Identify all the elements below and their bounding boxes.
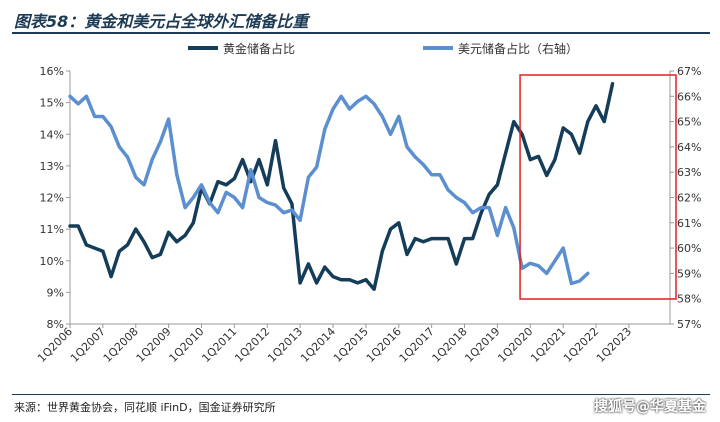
axes: 8% 9% 10% 11% 12% 13% 14% 15% 16% 57% 58% 59% 60% 61%… [35,65,701,365]
x-tick-label: 1Q2021 [528,325,568,365]
left-tick-label: 16% [40,65,64,78]
left-tick-label: 13% [40,160,64,173]
chart-title: 图表58：黄金和美元占全球外汇储备比重 [14,12,309,31]
legend-label: 黄金储备占比 [223,41,295,56]
source-note: 来源：世界黄金协会，同花顺 iFinD，国金证券研究所 [14,401,276,414]
left-tick-label: 11% [40,223,64,236]
x-tick-label: 1Q2023 [594,325,634,365]
left-tick-label: 12% [40,192,64,205]
left-tick-label: 8% [47,318,64,331]
right-tick-label: 60% [677,242,701,255]
legend-label: 美元储备占比（右轴） [458,41,578,56]
x-tick-label: 1Q2009 [134,325,174,365]
right-tick-label: 59% [677,267,701,280]
gold-share-line [68,81,615,291]
right-tick-label: 57% [677,318,701,331]
left-tick-label: 10% [40,255,64,268]
usd-share-line [68,94,590,286]
x-tick-label: 1Q2010 [167,325,207,365]
footer-divider [12,394,710,395]
left-tick-label: 9% [47,286,64,299]
x-tick-label: 1Q2014 [298,325,338,365]
x-tick-label: 1Q2019 [462,325,502,365]
x-tick-label: 1Q2017 [397,325,437,365]
x-tick-label: 1Q2016 [364,325,404,365]
left-tick-label: 14% [40,128,64,141]
right-tick-label: 66% [677,90,701,103]
right-tick-label: 62% [677,192,701,205]
x-tick-label: 1Q2012 [232,325,272,365]
right-tick-label: 61% [677,217,701,230]
right-tick-label: 67% [677,65,701,78]
x-tick-label: 1Q2011 [199,325,239,365]
legend: 黄金储备占比 美元储备占比（右轴） [188,41,578,56]
right-tick-label: 64% [677,141,701,154]
x-tick-label: 1Q2007 [68,325,108,365]
x-tick-label: 1Q2013 [265,325,305,365]
x-tick-label: 1Q2022 [561,325,601,365]
right-tick-label: 63% [677,166,701,179]
left-tick-label: 15% [40,97,64,110]
highlight-box [519,74,677,300]
x-tick-label: 1Q2008 [101,325,141,365]
title-divider [12,32,710,34]
plot-area [68,74,677,300]
right-tick-label: 58% [677,293,701,306]
dual-axis-line-chart: 黄金储备占比 美元储备占比（右轴） 8% 9% 10% 11% 12% 13% 14% 15% 1… [35,41,701,365]
watermark-logo: 搜狐号@华夏基金 [594,399,706,415]
x-tick-label: 1Q2015 [331,325,371,365]
x-tick-label: 1Q2020 [495,325,535,365]
right-tick-label: 65% [677,116,701,129]
x-tick-label: 1Q2018 [430,325,470,365]
